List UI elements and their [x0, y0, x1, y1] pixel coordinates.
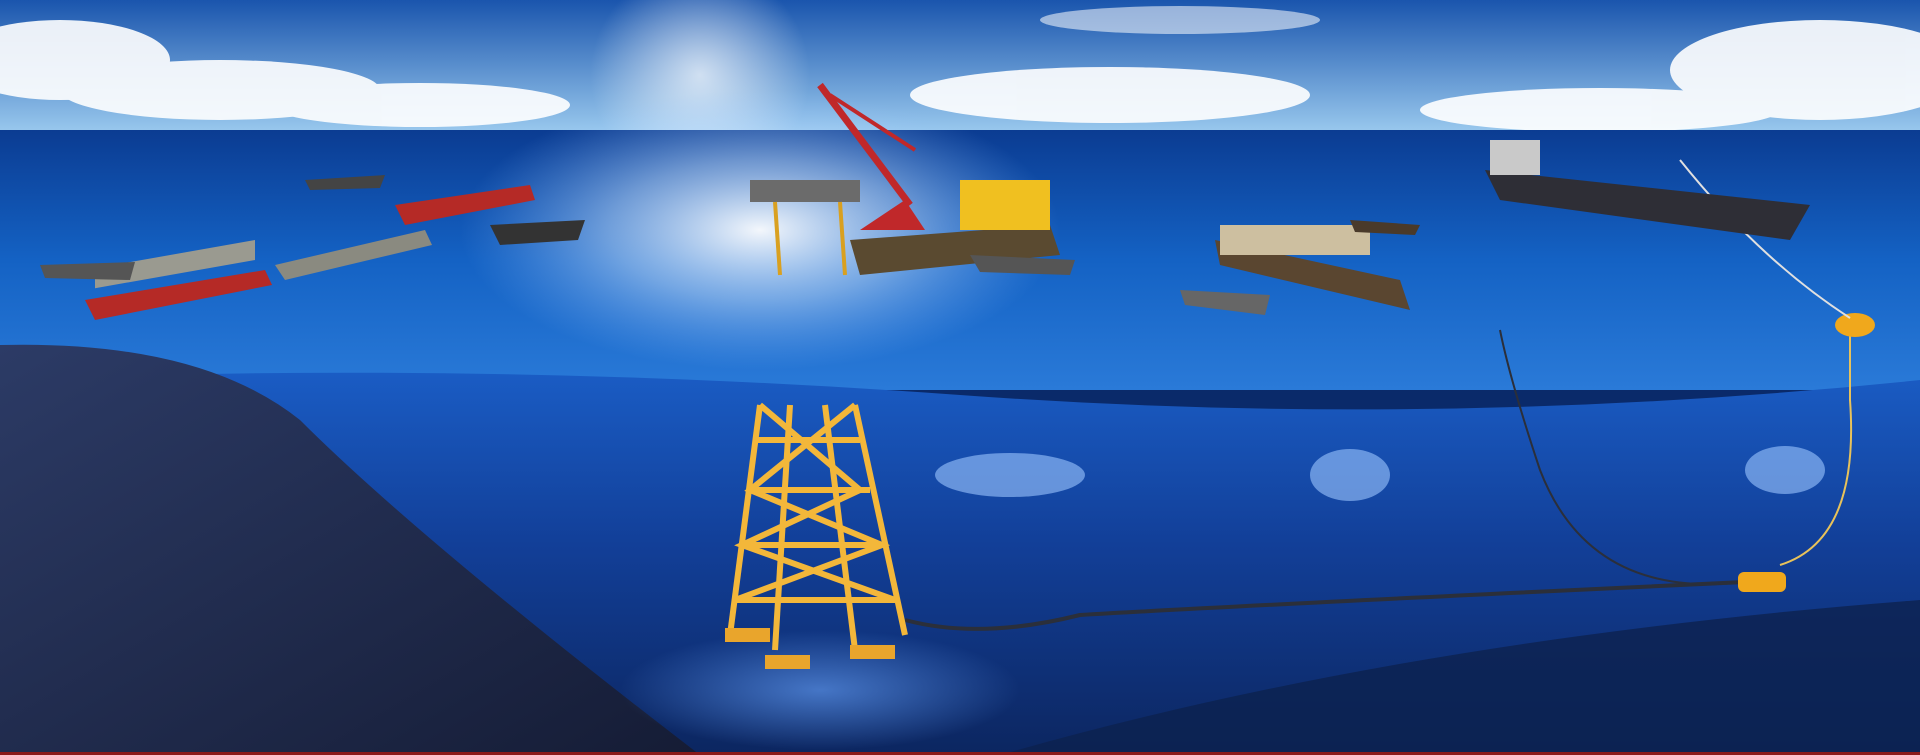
- bottom-rule: [0, 752, 1920, 755]
- vessels: [40, 140, 1810, 320]
- riser: [1779, 330, 1853, 566]
- mudmats: [725, 628, 895, 669]
- crane-barge: [750, 82, 1060, 276]
- riser: [1499, 329, 1746, 586]
- light-pool: [620, 630, 1020, 750]
- pipeline: [904, 580, 1746, 631]
- clouds: [0, 6, 1920, 132]
- jacket: [727, 402, 908, 651]
- seabed-right: [1000, 600, 1920, 755]
- sun-glare: [460, 90, 1060, 370]
- hose: [1679, 159, 1851, 319]
- seabed: [0, 344, 700, 755]
- plem: [1738, 572, 1786, 592]
- buoy: [1835, 313, 1875, 337]
- fish-schools: [935, 446, 1825, 501]
